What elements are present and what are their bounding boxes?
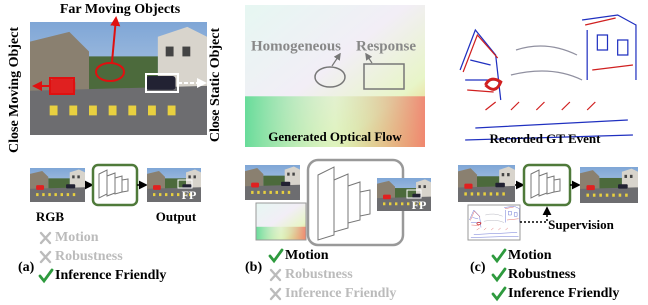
check-icon — [493, 288, 505, 299]
check-icon — [493, 250, 505, 261]
cross-icon — [271, 270, 280, 280]
panel-label: (a) — [18, 260, 35, 275]
event-thumbnail — [468, 205, 520, 240]
panel-label: (c) — [470, 260, 486, 275]
input-thumbnail — [245, 165, 300, 200]
flow-thumbnail — [256, 203, 306, 240]
output-label: Output — [156, 209, 197, 224]
annotation: Close Moving Object — [7, 27, 22, 153]
annotation: Homogeneous — [251, 38, 341, 54]
annotation: Response — [356, 38, 416, 54]
property-label: Robustness — [285, 267, 353, 282]
check-icon — [493, 269, 505, 280]
output-thumbnail — [580, 167, 638, 203]
property-label: Robustness — [55, 249, 123, 264]
caption: Generated Optical Flow — [268, 129, 402, 144]
cross-icon — [271, 289, 280, 299]
event-image — [455, 10, 638, 150]
property-label: Motion — [55, 230, 99, 245]
cross-icon — [41, 252, 50, 262]
fp-tag: FP — [182, 188, 197, 202]
supervision-label: Supervision — [548, 217, 615, 232]
property-label: Inference Friendly — [508, 286, 619, 301]
input-label: RGB — [36, 209, 65, 224]
input-thumbnail — [458, 165, 515, 202]
cross-icon — [41, 233, 50, 243]
property-label: Robustness — [508, 267, 576, 282]
check-icon — [40, 270, 52, 281]
caption: Recorded GT Event — [490, 131, 602, 146]
property-label: Inference Friendly — [285, 286, 396, 301]
flow-image — [245, 5, 425, 147]
annotation: Close Static Object — [208, 28, 223, 143]
annotation: Far Moving Objects — [60, 2, 181, 17]
input-thumbnail — [30, 168, 85, 202]
fp-tag: FP — [412, 198, 427, 212]
panel-label: (b) — [245, 260, 262, 275]
supervision-arrow — [520, 208, 547, 222]
property-label: Motion — [285, 248, 329, 263]
property-label: Motion — [508, 248, 552, 263]
property-label: Inference Friendly — [55, 268, 166, 283]
check-icon — [270, 250, 282, 261]
figure: Far Moving Objects Close Moving Object C… — [0, 0, 648, 305]
